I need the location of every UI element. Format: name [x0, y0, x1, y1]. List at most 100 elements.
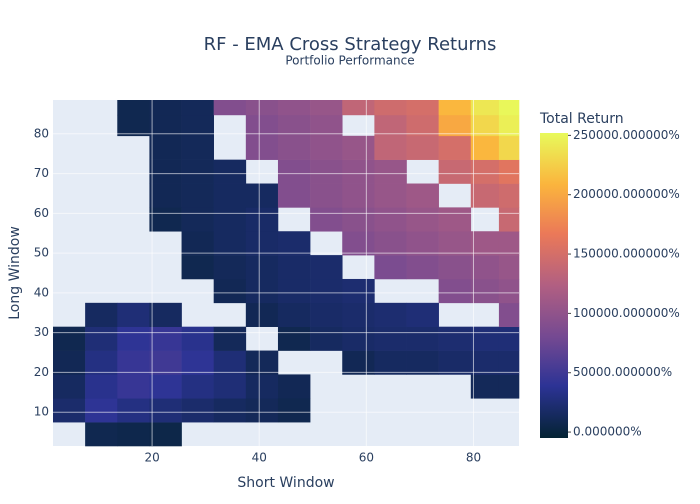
heatmap-cell — [149, 422, 182, 447]
heatmap-cell — [406, 255, 439, 280]
heatmap-cell — [149, 183, 182, 208]
heatmap-cell — [277, 374, 311, 399]
heatmap-cell — [470, 374, 500, 399]
heatmap-cell — [245, 398, 279, 423]
heatmap-cell — [470, 183, 500, 208]
heatmap-cell — [277, 278, 311, 304]
heatmap-cell — [374, 207, 407, 232]
heatmap-cell — [117, 114, 150, 137]
heatmap-cell — [181, 350, 214, 375]
heatmap-cell — [470, 114, 500, 137]
heatmap-cell — [53, 374, 86, 399]
heatmap-cell — [406, 135, 439, 160]
y-tick-label: 20 — [34, 365, 49, 379]
heatmap-cell — [277, 255, 311, 280]
heatmap-cell — [277, 135, 311, 160]
heatmap-cell — [310, 302, 343, 327]
heatmap-cell — [342, 278, 375, 304]
heatmap-cell — [277, 326, 311, 351]
heatmap-cell — [213, 374, 247, 399]
heatmap-cell — [374, 135, 407, 160]
heatmap-cell — [245, 350, 279, 375]
y-tick-label: 30 — [34, 325, 49, 339]
heatmap-cell — [245, 183, 279, 208]
heatmap-cell — [245, 114, 279, 137]
heatmap-cell — [149, 207, 182, 232]
heatmap-cell — [470, 326, 500, 351]
heatmap-cell — [498, 159, 520, 184]
heatmap-cell — [470, 135, 500, 160]
heatmap-cell — [245, 231, 279, 256]
heatmap-cell — [498, 135, 520, 160]
heatmap-cell — [213, 350, 247, 375]
heatmap-cell — [498, 207, 520, 232]
heatmap-cell — [181, 398, 214, 423]
heatmap-cell — [213, 398, 247, 423]
heatmap-cell — [181, 135, 214, 160]
heatmap-cell — [406, 114, 439, 137]
heatmap-cell — [117, 398, 150, 423]
heatmap-cell — [498, 302, 520, 327]
heatmap-cell — [213, 159, 247, 184]
heatmap-cell — [277, 183, 311, 208]
heatmap-cell — [277, 302, 311, 327]
heatmap-cell — [374, 159, 407, 184]
heatmap-cell — [342, 326, 375, 351]
heatmap-cell — [53, 350, 86, 375]
chart-subtitle: Portfolio Performance — [285, 54, 414, 68]
heatmap-cell — [470, 100, 500, 116]
heatmap-cell — [342, 302, 375, 327]
y-tick-label: 60 — [34, 206, 49, 220]
heatmap-cell — [342, 100, 375, 116]
heatmap-cell — [117, 100, 150, 116]
heatmap-cell — [374, 114, 407, 137]
x-tick-label: 80 — [466, 451, 481, 465]
heatmap-cell — [213, 100, 247, 116]
heatmap-cell — [498, 100, 520, 116]
heatmap-cell — [374, 255, 407, 280]
heatmap-cell — [406, 302, 439, 327]
heatmap-cell — [245, 100, 279, 116]
heatmap-cell — [406, 326, 439, 351]
heatmap-cell — [181, 159, 214, 184]
heatmap-cell — [53, 398, 86, 423]
heatmap-cell — [245, 278, 279, 304]
heatmap-cell — [310, 255, 343, 280]
heatmap-cell — [213, 183, 247, 208]
heatmap-cell — [438, 231, 472, 256]
heatmap-cell — [277, 231, 311, 256]
heatmap-cell — [181, 100, 214, 116]
heatmap-cell — [470, 350, 500, 375]
heatmap-cell — [310, 183, 343, 208]
heatmap-cell — [149, 100, 182, 116]
heatmap-cell — [342, 350, 375, 375]
heatmap-cell — [310, 326, 343, 351]
heatmap-cell — [245, 302, 279, 327]
heatmap-cell — [498, 374, 520, 399]
heatmap-cell — [438, 100, 472, 116]
heatmap-cell — [85, 326, 118, 351]
y-tick-label: 50 — [34, 246, 49, 260]
heatmap-cell — [149, 135, 182, 160]
heatmap-cell — [310, 114, 343, 137]
heatmap-cell — [213, 231, 247, 256]
colorbar-tick-label: 50000.000000% — [573, 365, 672, 379]
y-tick-label: 80 — [34, 126, 49, 140]
y-tick-label: 40 — [34, 285, 49, 299]
x-tick-label: 20 — [144, 451, 159, 465]
heatmap-cell — [406, 100, 439, 116]
heatmap-cell — [277, 398, 311, 423]
heatmap-cell — [470, 159, 500, 184]
heatmap-cell — [342, 135, 375, 160]
chart-title: RF - EMA Cross Strategy Returns — [204, 34, 497, 55]
heatmap-cell — [277, 114, 311, 137]
heatmap-cell — [498, 350, 520, 375]
heatmap-cell — [181, 183, 214, 208]
heatmap-cell — [245, 135, 279, 160]
heatmap-cell — [85, 302, 118, 327]
y-tick-label: 70 — [34, 166, 49, 180]
heatmap-cell — [342, 183, 375, 208]
colorbar — [540, 133, 568, 438]
heatmap-cell — [277, 100, 311, 116]
